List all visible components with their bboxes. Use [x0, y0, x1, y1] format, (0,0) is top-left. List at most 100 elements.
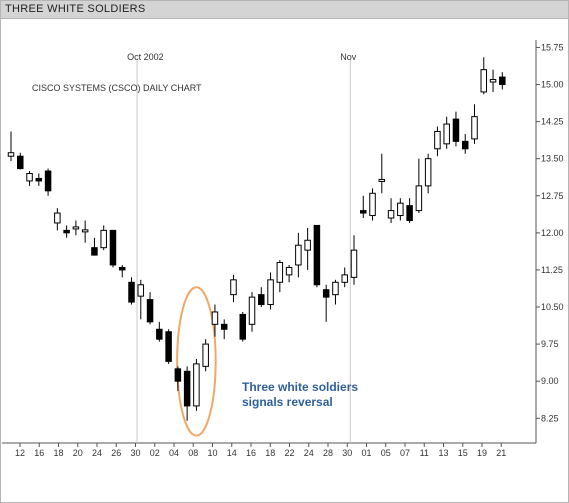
candle-body-down — [461, 140, 469, 150]
candle — [100, 225, 107, 251]
candle-body-up — [285, 266, 293, 276]
candle — [499, 72, 506, 90]
candle-body-up — [378, 178, 386, 182]
candle-body-down — [322, 289, 330, 298]
candle-body-down — [91, 247, 98, 256]
candle — [165, 329, 172, 364]
annotation-line-1: Three white soldiers — [242, 380, 358, 394]
candle — [248, 292, 256, 332]
candle — [44, 168, 52, 196]
x-tick-label: 30 — [342, 448, 352, 458]
y-tick-label: 8.25 — [541, 413, 559, 423]
candle — [17, 152, 24, 170]
candle — [461, 133, 469, 154]
candle-body-up — [341, 274, 348, 283]
x-tick-label: 01 — [361, 448, 371, 458]
candle — [193, 358, 200, 411]
x-tick-labels: 12 16 18 20 24 26 30 02 04 08 10 14 16 18 22 24 28 30 01 05… — [15, 443, 506, 458]
x-tick-label: 05 — [381, 448, 391, 458]
candle-body-down — [406, 205, 413, 221]
candle — [313, 224, 321, 288]
candle-body-down — [17, 155, 24, 170]
candle — [424, 153, 432, 194]
candle — [35, 173, 43, 186]
candle-body-down — [165, 331, 172, 362]
candle — [452, 111, 460, 147]
candle-body-up — [193, 363, 200, 407]
x-tick-label: 20 — [73, 448, 83, 458]
candle-body-down — [156, 328, 163, 340]
candle — [7, 131, 15, 162]
y-tick-label: 15.00 — [541, 80, 564, 90]
window-title: THREE WHITE SOLDIERS — [5, 3, 146, 15]
candle-body-down — [118, 266, 126, 271]
candle-body-down — [183, 370, 191, 407]
candle-body-up — [100, 229, 107, 249]
candle — [434, 126, 441, 157]
candle-body-down — [63, 229, 70, 234]
candle-body-down — [258, 294, 265, 306]
candles — [7, 57, 506, 421]
candle-body-down — [313, 224, 321, 286]
y-tick-label: 10.50 — [541, 302, 564, 312]
candle — [183, 366, 191, 421]
candle-body-up — [230, 279, 237, 296]
x-tick-label: 22 — [284, 448, 294, 458]
candle — [156, 321, 163, 342]
x-tick-label: 19 — [477, 448, 487, 458]
month-marker-label: Nov — [340, 52, 357, 62]
x-tick-label: 18 — [53, 448, 63, 458]
y-tick-label: 12.75 — [541, 191, 564, 201]
candle — [118, 264, 126, 278]
candle-body-up — [332, 281, 339, 296]
x-tick-label: 16 — [34, 448, 44, 458]
y-tick-label: 11.25 — [541, 265, 563, 275]
y-tick-label: 12.00 — [541, 228, 564, 238]
candle — [239, 311, 246, 342]
y-tick-label: 9.00 — [541, 376, 559, 386]
x-tick-label: 10 — [207, 448, 217, 458]
candle-body-down — [35, 177, 43, 182]
candle-body-up — [7, 152, 15, 157]
candle — [26, 171, 33, 186]
x-tick-label: 07 — [400, 448, 410, 458]
candle — [471, 104, 478, 144]
candle — [304, 227, 311, 270]
candle-body-down — [44, 170, 52, 192]
candle-body-up — [26, 173, 33, 182]
candle — [211, 304, 219, 337]
x-tick-label: 08 — [188, 448, 198, 458]
month-markers: Oct 2002 Nov — [127, 52, 357, 443]
candle-body-up — [304, 239, 311, 251]
candle-body-up — [350, 249, 358, 278]
reversal-highlight-ellipse — [176, 286, 217, 437]
candle-body-up — [202, 343, 209, 367]
candle — [276, 260, 284, 293]
candle — [146, 292, 154, 325]
candle-body-up — [137, 284, 145, 297]
candle-body-up — [295, 244, 302, 266]
candle-body-up — [415, 185, 423, 212]
candle — [360, 195, 367, 219]
x-tick-label: 26 — [111, 448, 121, 458]
candle — [63, 225, 70, 238]
y-tick-label: 15.75 — [541, 42, 564, 52]
x-tick-label: 02 — [150, 448, 160, 458]
candle — [341, 267, 348, 288]
candle — [230, 274, 237, 303]
title-bar: THREE WHITE SOLDIERS — [1, 1, 568, 19]
candle-body-up — [72, 226, 80, 230]
candle — [81, 220, 89, 243]
candle — [267, 272, 274, 310]
x-tick-label: 18 — [265, 448, 275, 458]
x-tick-label: 11 — [420, 448, 429, 458]
annotation-line-2: signals reversal — [242, 395, 333, 409]
candle-body-up — [424, 158, 432, 187]
x-tick-label: 24 — [304, 448, 314, 458]
candle-body-down — [128, 281, 135, 303]
x-tick-label: 13 — [438, 448, 448, 458]
y-tick-label: 14.25 — [541, 117, 564, 127]
candle-body-up — [267, 279, 274, 306]
x-tick-label: 24 — [92, 448, 102, 458]
candle — [415, 158, 423, 214]
